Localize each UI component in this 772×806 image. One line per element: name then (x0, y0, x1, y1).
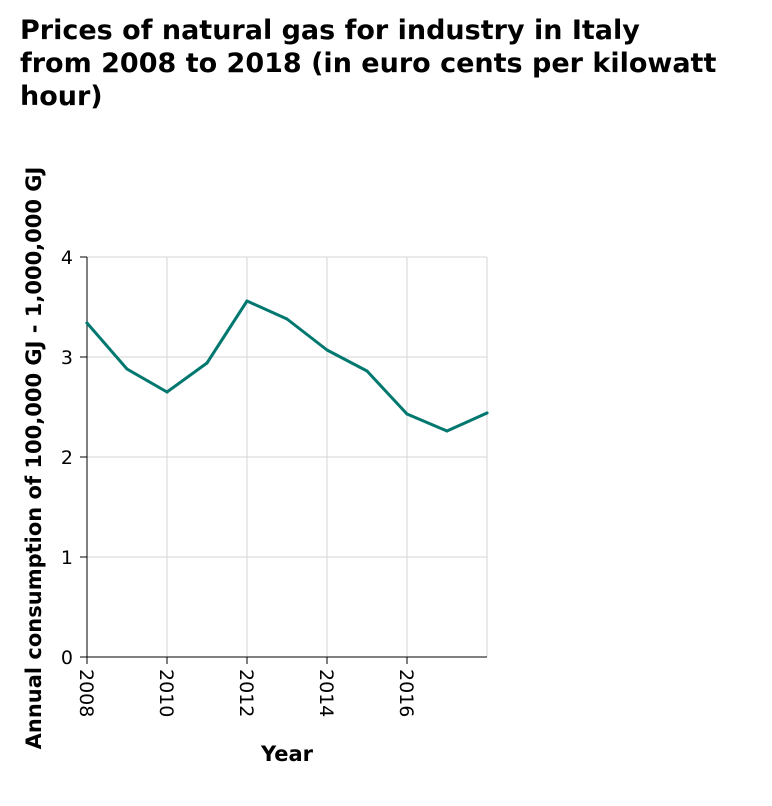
series-group (85, 299, 489, 433)
x-tick-label: 2008 (75, 669, 97, 717)
data-point (245, 299, 249, 303)
y-axis-title: Annual consumption of 100,000 GJ - 1,000… (22, 167, 46, 750)
x-tick-label: 2012 (235, 669, 257, 717)
chart-title: Prices of natural gas for industry in It… (20, 14, 765, 113)
y-tick-label: 3 (61, 347, 73, 369)
data-point (405, 412, 409, 416)
gridlines (86, 256, 488, 658)
data-point (365, 369, 369, 373)
data-point (125, 367, 129, 371)
data-point (325, 348, 329, 352)
chart-title-line-3: hour) (20, 81, 103, 112)
y-tick-label: 0 (61, 647, 73, 669)
y-tick-label: 2 (61, 447, 73, 469)
x-tick-label: 2014 (315, 669, 337, 717)
data-point (85, 321, 89, 325)
data-point (485, 411, 489, 415)
x-tick-label: 2010 (155, 669, 177, 717)
data-point (205, 361, 209, 365)
y-tick-label: 1 (61, 547, 73, 569)
x-tick-label: 2016 (395, 669, 417, 717)
data-point (165, 390, 169, 394)
data-point (445, 429, 449, 433)
data-point (285, 317, 289, 321)
chart-title-line-2: from 2008 to 2018 (in euro cents per kil… (20, 48, 717, 79)
y-tick-label: 4 (61, 247, 73, 269)
chart-title-line-1: Prices of natural gas for industry in It… (20, 15, 640, 46)
tick-labels: 0 1 2 3 4 2008 2010 2012 2014 2016 (61, 247, 417, 717)
x-axis-title: Year (260, 742, 314, 766)
